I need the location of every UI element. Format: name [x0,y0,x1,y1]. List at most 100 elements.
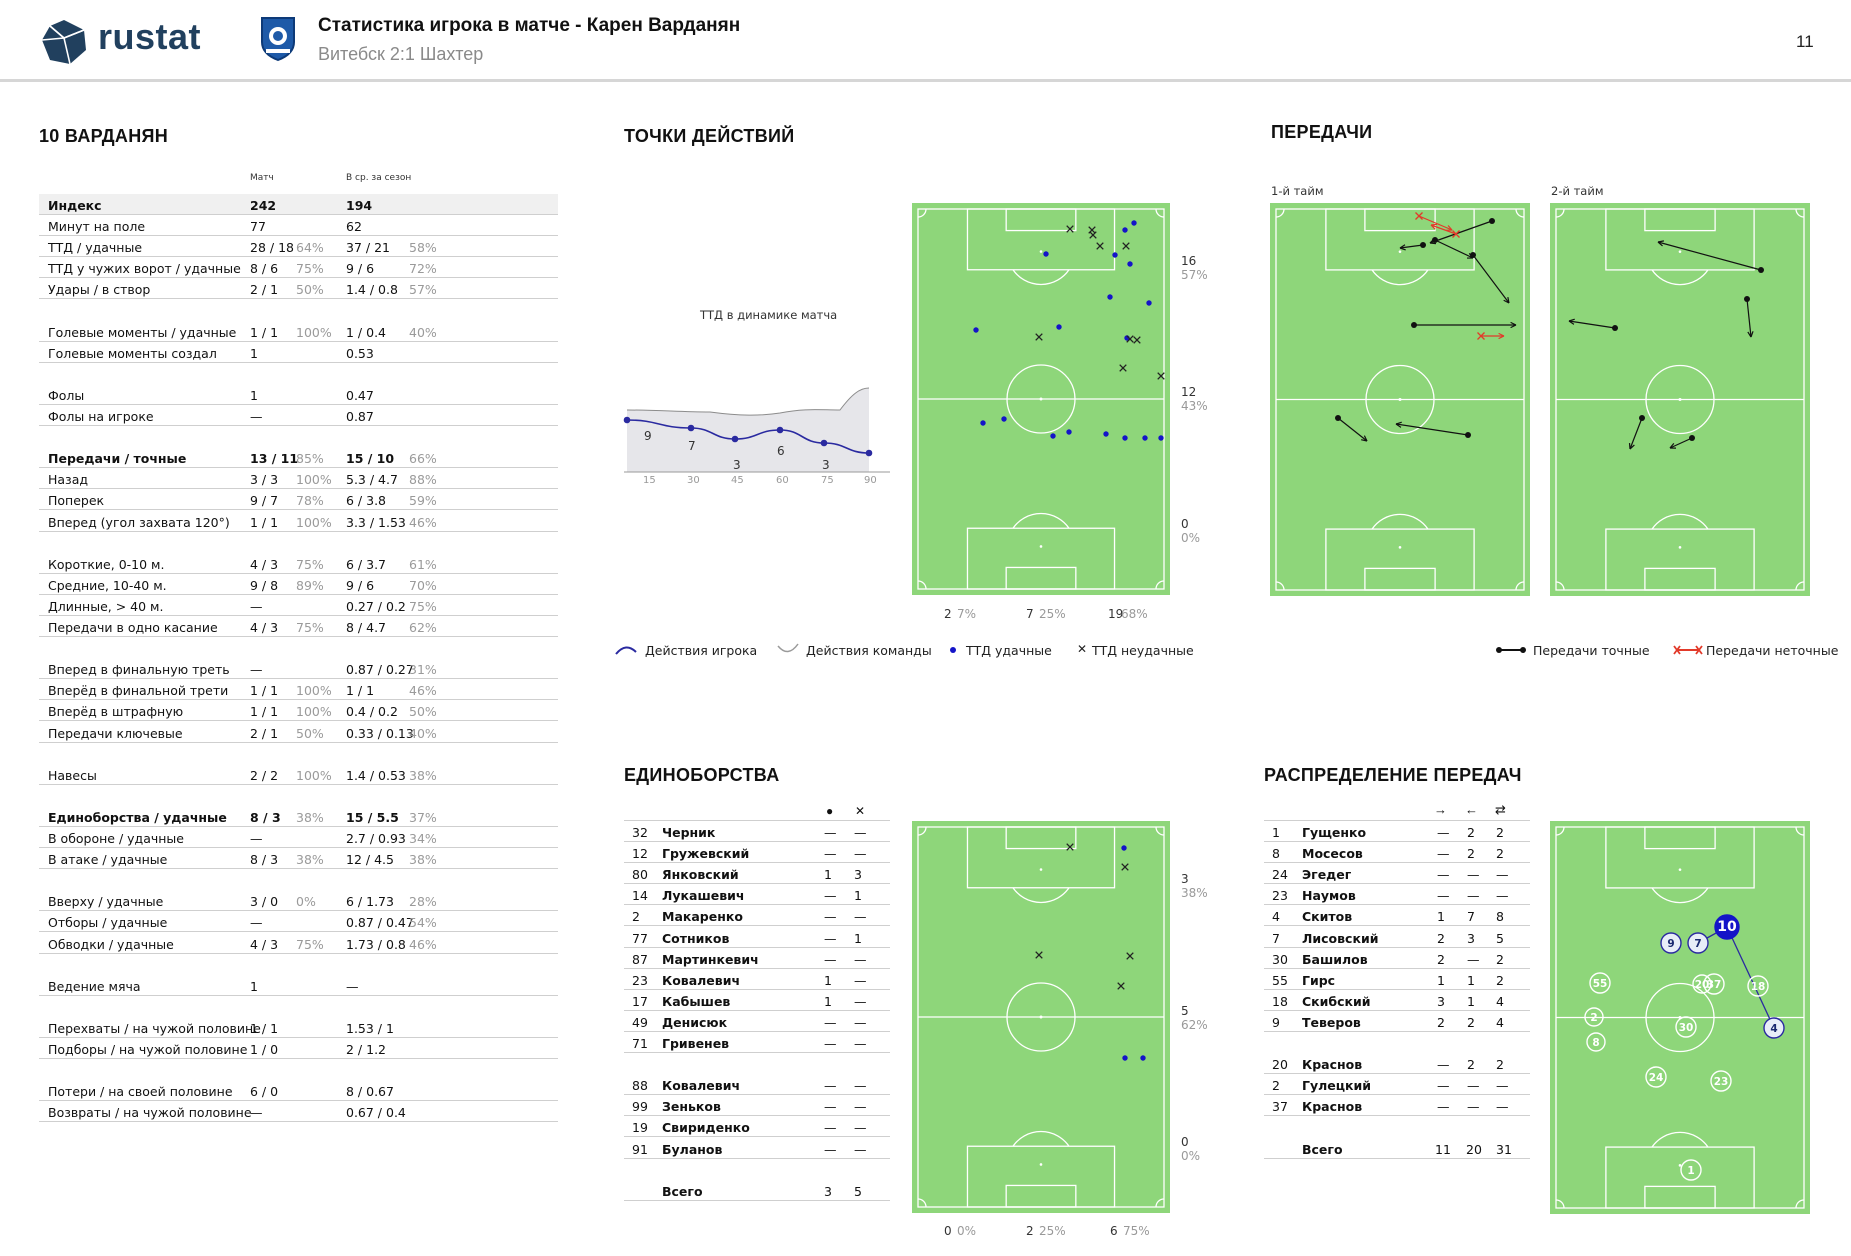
axis-pct: 25% [1039,607,1066,621]
stat-season-pct: 61% [409,556,437,572]
stat-label: Голевые моменты создал [48,345,217,361]
dist-row: 23 Наумов — — — [1264,884,1530,906]
dist-a: 1 [1437,972,1445,988]
success-dot [1107,294,1113,300]
dist-name: Гирс [1302,972,1336,988]
stat-row: Голевые моменты создал 1 0.53 [39,342,558,363]
dist-b: 2 [1467,1057,1475,1073]
stat-match-pct: 85% [296,451,324,467]
success-dot [1050,433,1056,439]
dist-b: — [1467,1099,1480,1115]
duels-a: — [824,1099,837,1115]
stat-label: Вверху / удачные [48,894,164,910]
duels-a: 1 [824,867,832,883]
stat-label: Фолы на игроке [48,409,154,424]
stat-match: — [250,831,263,846]
duels-a: 1 [824,972,832,988]
duels-col-won: ● [826,804,834,818]
svg-text:18: 18 [1751,981,1766,993]
stat-season-pct: 66% [409,451,437,467]
stat-match: 13 / 11 [250,451,299,467]
ttd-chart-title: ТТД в динамике матча [700,308,838,322]
duels-a: — [824,1120,837,1136]
pass-start-cross [1477,332,1485,340]
team-crest-icon [261,17,295,62]
pitch-markings [1270,203,1530,596]
duels-b: 1 [854,930,862,946]
axis-count: 0 [944,1224,952,1238]
ttd-point [820,439,828,447]
stat-label: Средние, 10-40 м. [48,577,167,593]
stat-season-pct: 38% [409,767,437,783]
stat-row: В атаке / удачные 8 / 3 38% 12 / 4.5 38% [39,848,558,870]
stat-row: Фолы на игроке — 0.87 [39,405,558,426]
dist-row: 20 Краснов — 2 2 [1264,1053,1530,1075]
svg-text:30: 30 [1679,1022,1694,1034]
axis-count: 7 [1026,607,1034,621]
pitch-markings [912,203,1170,595]
inaccurate-pass [1477,332,1505,340]
stat-match-pct: 75% [296,936,324,952]
dist-b: — [1467,867,1480,883]
dist-c: 2 [1496,846,1504,862]
axis-count: 2 [944,607,952,621]
stat-season: 6 / 3.7 [346,556,386,572]
axis-pct: 43% [1181,399,1208,413]
dist-c: 4 [1496,1014,1504,1030]
stat-match: 1 / 1 [250,324,279,340]
page-number: 11 [1796,32,1814,51]
stat-season: 2.7 / 0.93 [346,831,406,846]
dist-row: 55 Гирс 1 1 2 [1264,969,1530,990]
duels-b: — [854,909,867,925]
dist-row: 7 Лисовский 2 3 5 [1264,927,1530,948]
duels-name: Янковский [662,867,739,883]
accurate-pass [1568,318,1618,331]
stat-row: В обороне / удачные — 2.7 / 0.93 34% [39,827,558,848]
player-node: 1 [1680,1159,1702,1181]
stat-row: Минут на поле 77 62 [39,215,558,237]
stat-match: 8 / 3 [250,852,279,868]
axis-pct: 57% [1181,268,1208,282]
fail-mark [1117,982,1125,990]
duels-num: 99 [632,1099,648,1115]
duels-a: — [824,825,837,840]
dist-c: — [1496,1099,1509,1115]
stat-label: Подборы / на чужой половине [48,1042,248,1057]
stat-label: Возвраты / на чужой половине [48,1105,252,1121]
duels-row: 80 Янковский 1 3 [624,863,890,885]
dist-c: 2 [1496,825,1504,840]
passes-heading: ПЕРЕДАЧИ [1271,122,1373,142]
stat-match-pct: 100% [296,767,332,783]
dist-c: 2 [1496,1057,1504,1073]
stat-season-pct: 40% [409,324,437,340]
player-node: 9 [1660,932,1682,954]
dist-name: Мосесов [1302,846,1363,862]
dist-name: Краснов [1302,1099,1363,1115]
duels-b: 3 [854,867,862,883]
dist-a: — [1437,888,1450,904]
axis-pct: 25% [1039,1224,1066,1238]
duels-row: 19 Свириденко — — [624,1116,890,1138]
accurate-pass [1399,242,1426,251]
success-dot [973,327,979,333]
duels-num: 71 [632,1036,648,1051]
stat-match: 2 / 2 [250,767,279,783]
stat-season-pct: 40% [409,725,437,741]
duels-col-lost: ✕ [855,804,866,818]
duels-num: 23 [632,972,648,988]
stat-season-pct: 50% [409,704,437,720]
duels-num: 80 [632,867,648,883]
stat-label: Вперед в финальную треть [48,662,230,678]
stat-season: 0.53 [346,345,374,361]
duels-num: 2 [632,909,640,925]
stat-row: Вверху / удачные 3 / 0 0% 6 / 1.73 28% [39,890,558,912]
dist-a: — [1437,867,1450,883]
duels-num: 49 [632,1014,648,1030]
dist-num: 23 [1272,888,1288,904]
dist-c: — [1496,888,1509,904]
ttd-point [687,424,695,432]
ttd-point [776,426,784,434]
stat-season: 1.4 / 0.53 [346,767,406,783]
match-score: Витебск 2:1 Шахтер [318,44,484,64]
stat-row: Передачи / точные 13 / 11 85% 15 / 10 66% [39,447,558,469]
